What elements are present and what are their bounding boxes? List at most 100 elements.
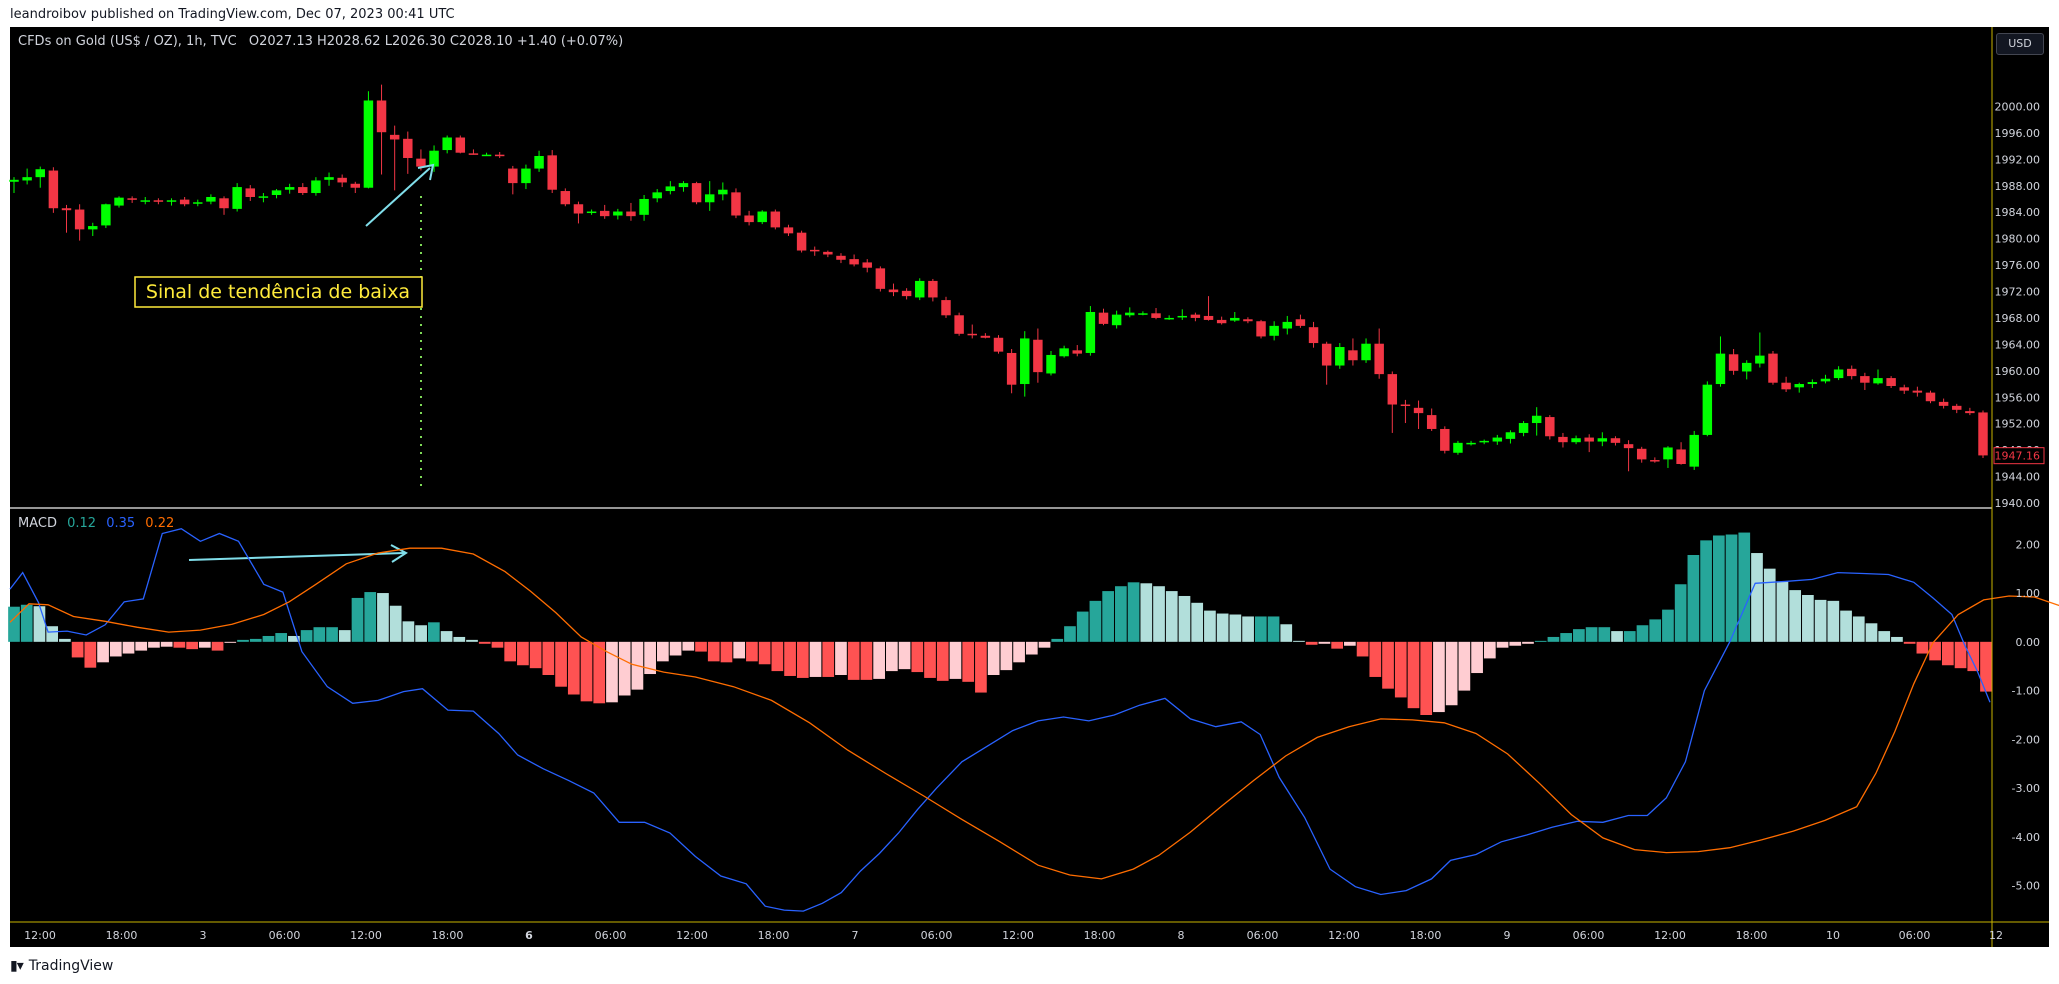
candle-body <box>74 209 85 230</box>
last-price-badge <box>1993 447 2045 465</box>
candle-body <box>1518 423 1529 433</box>
candle <box>1505 430 1516 444</box>
published-caption: leandroibov published on TradingView.com… <box>10 7 455 22</box>
symbol-name[interactable]: CFDs on Gold (US$ / OZ), 1h, TVC <box>18 34 237 49</box>
price-tick-label: 1992.00 <box>1995 153 2041 166</box>
macd-histogram-bar <box>580 641 593 702</box>
candle <box>862 259 872 273</box>
candle <box>1256 319 1266 339</box>
macd-histogram-bar <box>720 641 733 663</box>
candle-body <box>232 187 242 209</box>
candle-body <box>796 232 807 251</box>
candle <box>324 172 334 186</box>
macd-histogram-bar <box>618 641 631 696</box>
candle <box>153 198 164 205</box>
candle-body <box>626 211 636 217</box>
macd-histogram-bar <box>1573 629 1585 642</box>
macd-label[interactable]: MACD <box>18 516 57 531</box>
candle <box>626 202 636 221</box>
candle-body <box>744 215 754 223</box>
candle-body <box>193 202 203 204</box>
candle <box>179 196 190 207</box>
candle-body <box>1847 368 1857 377</box>
candle-body <box>1938 401 1949 406</box>
candle <box>691 181 702 205</box>
macd-tick-label: -4.00 <box>2012 831 2040 844</box>
candle-body <box>1505 432 1516 439</box>
candle <box>849 254 859 267</box>
candle-body <box>1046 354 1056 374</box>
macd-histogram-bar <box>466 639 478 642</box>
price-tick-label: 1996.00 <box>1995 127 2041 140</box>
candle-body <box>1400 404 1411 407</box>
candle <box>1610 436 1621 446</box>
candle <box>967 324 977 339</box>
macd-histogram-bar <box>542 641 555 675</box>
macd-histogram-bar <box>1025 641 1038 655</box>
candle <box>744 210 754 226</box>
candle <box>1768 350 1778 385</box>
candle <box>389 125 400 191</box>
candle-body <box>1728 354 1739 371</box>
candle-body <box>22 177 32 181</box>
macd-histogram-bar <box>1420 641 1433 715</box>
macd-histogram-bar <box>1165 591 1178 642</box>
macd-histogram-bar <box>8 606 20 642</box>
macd-histogram-bar <box>1725 534 1738 642</box>
macd-histogram-bar <box>936 641 949 681</box>
candle-body <box>245 188 256 197</box>
macd-histogram-bar <box>478 641 491 644</box>
candle <box>1374 328 1384 379</box>
candle-body <box>1584 437 1594 442</box>
candle <box>1282 315 1293 335</box>
time-tick-label: 06:00 <box>1247 929 1279 942</box>
time-tick-label: 18:00 <box>1410 929 1442 942</box>
candle <box>455 135 466 154</box>
macd-tick-label: -3.00 <box>2012 782 2040 795</box>
tradingview-logo-icon: ▮▾ <box>10 958 24 974</box>
candle <box>350 181 361 194</box>
macd-histogram-bar <box>491 641 504 648</box>
candle-body <box>599 210 610 217</box>
macd-histogram-bar <box>135 641 148 651</box>
macd-histogram-bar <box>504 641 517 662</box>
price-tick-label: 1964.00 <box>1995 338 2041 351</box>
macd-arrow-head <box>390 544 408 563</box>
candle <box>429 145 439 172</box>
macd-histogram-bar <box>1369 641 1382 677</box>
macd-histogram-bar <box>529 641 542 669</box>
candle <box>678 181 689 192</box>
macd-histogram-bar <box>1662 609 1674 642</box>
candle-body <box>731 192 741 216</box>
candle-body <box>468 153 479 155</box>
tradingview-brand[interactable]: ▮▾ TradingView <box>10 958 113 974</box>
time-tick-label: 18:00 <box>1736 929 1768 942</box>
currency-button[interactable]: USD <box>1996 33 2044 55</box>
candle <box>1230 311 1240 322</box>
candle <box>1387 371 1398 433</box>
macd-line <box>9 527 1991 912</box>
macd-histogram-bar <box>1089 600 1102 642</box>
chart-frame[interactable] <box>10 27 2049 947</box>
candle <box>928 278 938 302</box>
candle-body <box>1295 319 1306 326</box>
time-tick-label: 12:00 <box>24 929 56 942</box>
macd-histogram-bar <box>427 622 440 642</box>
candle <box>127 196 137 203</box>
candle-body <box>1335 347 1345 366</box>
candle-body <box>613 211 623 216</box>
macd-histogram-bar <box>1064 626 1076 642</box>
macd-histogram-bar <box>1547 636 1560 642</box>
candle <box>363 91 374 189</box>
candle-body <box>1650 460 1660 462</box>
annotation-box <box>134 276 423 308</box>
candle-body <box>48 170 59 209</box>
candle <box>1177 309 1187 320</box>
candle-body <box>1453 442 1463 453</box>
candle <box>61 204 72 233</box>
macd-histogram-bar <box>1509 641 1522 646</box>
candle <box>1361 338 1371 363</box>
time-tick-label: 18:00 <box>432 929 464 942</box>
candle <box>1938 398 1949 409</box>
